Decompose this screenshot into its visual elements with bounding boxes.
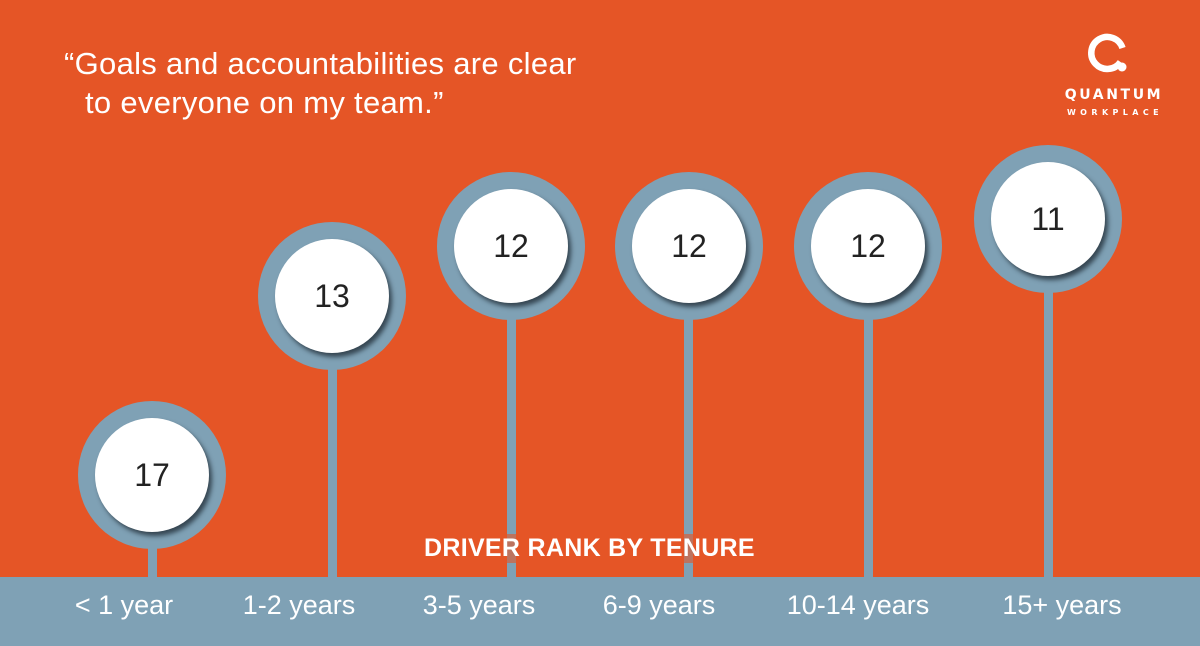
x-tick-label: < 1 year (74, 590, 174, 620)
rank-value: 12 (811, 189, 925, 303)
stem-10-14 (864, 310, 873, 580)
survey-quote: “Goals and accountabilities are clear to… (64, 44, 577, 122)
quote-line-2: to everyone on my team.” (85, 85, 444, 120)
quantum-q-ring-icon (1088, 33, 1127, 73)
stem-1-2 (328, 360, 337, 580)
bubble-3-5: 12 (437, 172, 585, 320)
bubble-lt1: 17 (78, 401, 226, 549)
rank-value: 17 (95, 418, 209, 532)
rank-value: 12 (632, 189, 746, 303)
quantum-workplace-logo: QUANTUM WORKPLACE (1040, 24, 1180, 124)
x-axis-bar (0, 577, 1200, 646)
logo-brand-name: QUANTUM (1064, 87, 1164, 103)
x-tick-label: 10-14 years (786, 590, 930, 620)
bubble-1-2: 13 (258, 222, 406, 370)
stem-3-5 (507, 310, 516, 580)
stem-lt1 (148, 540, 157, 580)
bubble-10-14: 12 (794, 172, 942, 320)
x-tick-label: 15+ years (1002, 590, 1122, 620)
quote-line-1: “Goals and accountabilities are clear (64, 46, 577, 81)
rank-value: 13 (275, 239, 389, 353)
stem-6-9 (684, 310, 693, 580)
rank-value: 12 (454, 189, 568, 303)
bubble-6-9: 12 (615, 172, 763, 320)
x-tick-label: 1-2 years (242, 590, 356, 620)
logo-brand-subtitle: WORKPLACE (1066, 108, 1164, 117)
bubble-15plus: 11 (974, 145, 1122, 293)
rank-value: 11 (991, 162, 1105, 276)
x-tick-label: 6-9 years (602, 590, 716, 620)
x-tick-label: 3-5 years (422, 590, 536, 620)
chart-title: DRIVER RANK BY TENURE (424, 534, 755, 563)
stem-15plus (1044, 284, 1053, 580)
